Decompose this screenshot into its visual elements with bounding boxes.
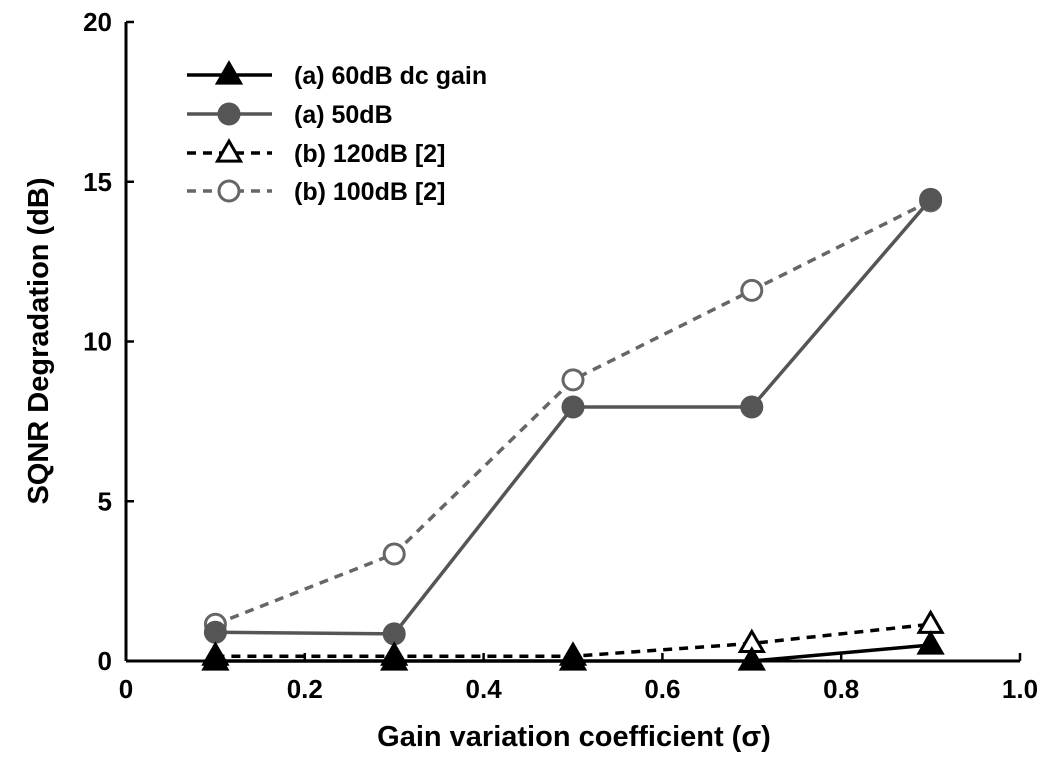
y-tick-label: 20 — [83, 7, 112, 37]
x-tick-label: 0 — [119, 674, 133, 704]
series-0 — [201, 630, 945, 671]
y-tick-label: 0 — [98, 646, 112, 676]
x-tick-label: 1.0 — [1002, 674, 1038, 704]
legend-marker — [214, 60, 244, 85]
legend-label: (b) 120dB [2] — [294, 140, 445, 168]
legend-marker — [214, 138, 244, 163]
y-axis-title: SQNR Degradation (dB) — [23, 177, 55, 504]
series-line — [214, 199, 932, 626]
data-point — [203, 620, 227, 644]
legend-item-3: (b) 100dB [2] — [187, 178, 445, 206]
data-point — [561, 368, 585, 392]
data-point — [558, 646, 588, 671]
y-tick-label: 5 — [98, 486, 112, 516]
legend-label: (b) 100dB [2] — [294, 178, 445, 206]
series-layer — [201, 187, 945, 671]
data-point — [561, 395, 585, 419]
legend-label: (a) 50dB — [294, 101, 393, 129]
data-point — [740, 278, 764, 302]
legend-item-1: (a) 50dB — [187, 101, 393, 129]
data-point — [382, 622, 406, 646]
x-axis-title: Gain variation coefficient (σ) — [377, 721, 771, 753]
y-tick-label: 15 — [83, 167, 112, 197]
axis-ticks: 0 0.2 0.4 0.6 0.8 1.0 0 5 10 15 20 — [83, 7, 1038, 704]
data-point — [740, 395, 764, 419]
legend-item-0: (a) 60dB dc gain — [187, 60, 487, 90]
data-point — [737, 646, 766, 671]
data-point — [919, 187, 943, 211]
legend-marker — [217, 179, 241, 203]
data-point — [382, 542, 406, 566]
legend-item-2: (b) 120dB [2] — [187, 138, 445, 168]
legend-label: (a) 60dB dc gain — [294, 62, 487, 90]
x-tick-label: 0.2 — [287, 674, 323, 704]
y-tick-label: 10 — [83, 327, 112, 357]
data-point — [916, 609, 945, 634]
x-tick-label: 0.6 — [644, 674, 680, 704]
axes — [124, 22, 1020, 663]
data-point — [380, 646, 409, 671]
x-tick-label: 0.4 — [466, 674, 503, 704]
series-1 — [203, 187, 943, 646]
data-point — [201, 646, 230, 671]
legend: (a) 60dB dc gain (a) 50dB (b) 120dB [2] (b)… — [187, 60, 487, 206]
data-point — [916, 630, 945, 655]
legend-marker — [217, 102, 241, 126]
x-tick-label: 0.8 — [823, 674, 859, 704]
